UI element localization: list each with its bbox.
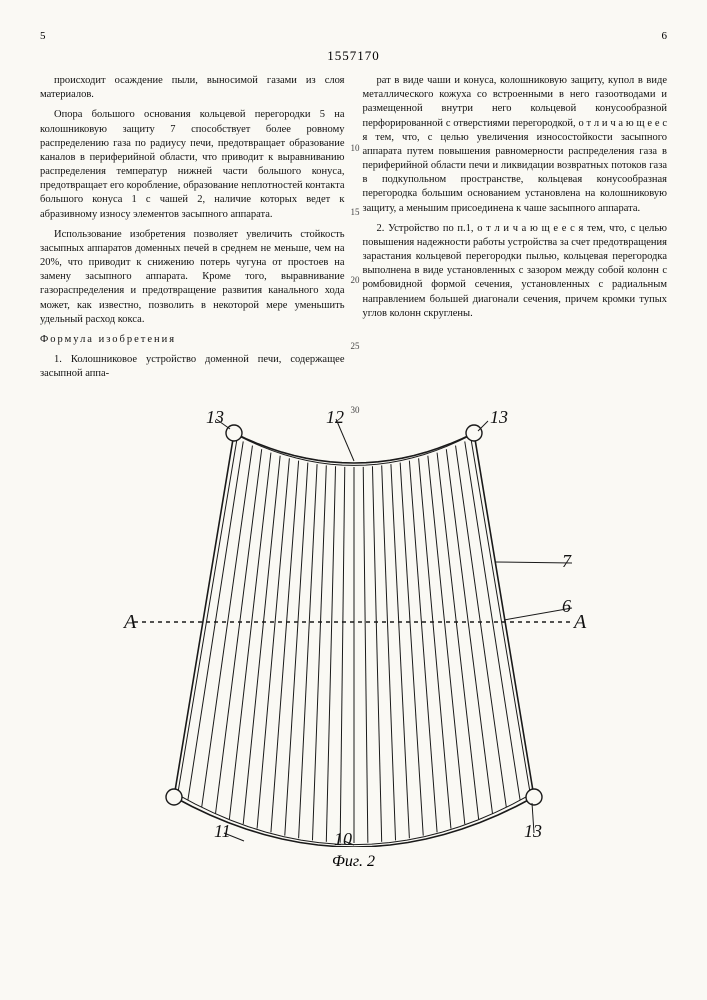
- svg-text:6: 6: [562, 596, 571, 616]
- svg-text:12: 12: [326, 407, 344, 427]
- figure-caption: Фиг. 2: [40, 853, 667, 871]
- page-number-right: 6: [662, 30, 668, 42]
- line-num: 30: [351, 404, 360, 416]
- svg-text:А: А: [122, 611, 137, 633]
- para: Опора большого основания кольцевой перег…: [40, 108, 345, 221]
- text-columns: происходит осаждение пыли, выносимой газ…: [40, 74, 667, 387]
- para: происходит осаждение пыли, выносимой газ…: [40, 74, 345, 102]
- document-number: 1557170: [40, 48, 667, 64]
- line-num: 15: [351, 206, 360, 218]
- left-column: происходит осаждение пыли, выносимой газ…: [40, 74, 345, 387]
- para: рат в виде чаши и конуса, колошниковую з…: [363, 74, 668, 216]
- para: 1. Колошниковое устройство доменной печи…: [40, 353, 345, 381]
- svg-text:10: 10: [334, 829, 352, 847]
- line-num: 20: [351, 274, 360, 286]
- right-column: 10 15 20 25 30 рат в виде чаши и конуса,…: [363, 74, 668, 387]
- page-header: 5 6: [40, 30, 667, 42]
- svg-text:11: 11: [214, 821, 231, 841]
- svg-text:13: 13: [490, 407, 508, 427]
- svg-text:13: 13: [206, 407, 224, 427]
- formula-title: Формула изобретения: [40, 333, 345, 347]
- line-num: 10: [351, 142, 360, 154]
- svg-text:7: 7: [562, 551, 572, 571]
- svg-text:А: А: [572, 611, 587, 633]
- para: 2. Устройство по п.1, о т л и ч а ю щ е …: [363, 222, 668, 321]
- para: Использование изобретения позволяет увел…: [40, 228, 345, 327]
- figure-svg: 13131276111013АА: [114, 397, 594, 847]
- page: 5 6 1557170 происходит осаждение пыли, в…: [0, 0, 707, 1000]
- page-number-left: 5: [40, 30, 46, 42]
- figure-2: 13131276111013АА Фиг. 2: [40, 397, 667, 871]
- line-num: 25: [351, 340, 360, 352]
